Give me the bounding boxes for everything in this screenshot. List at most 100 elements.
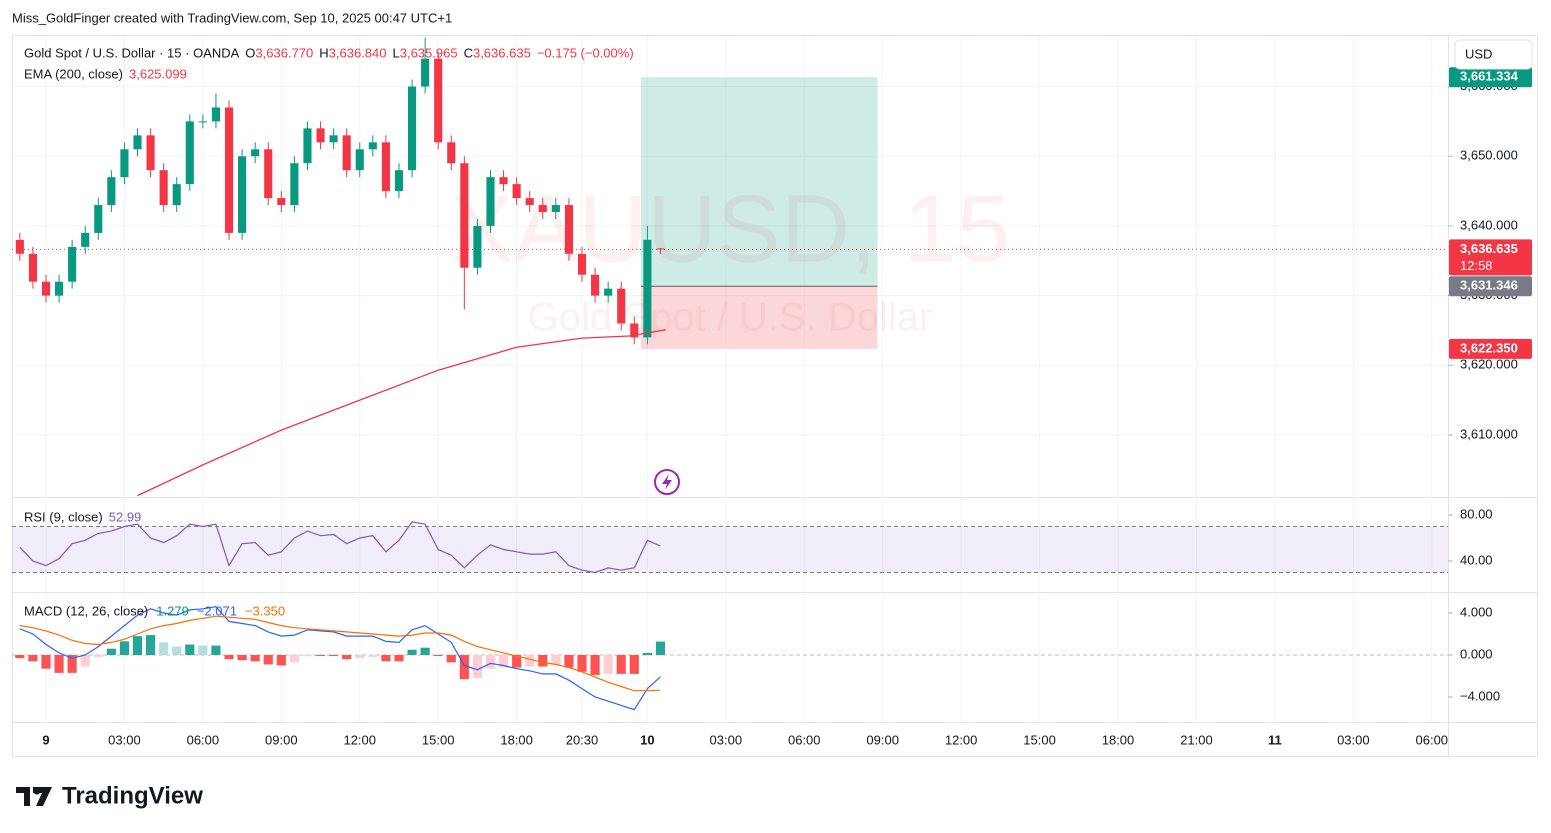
legend-o: 3,636.770 [255, 45, 313, 60]
candle-body [211, 107, 221, 122]
candle-body [643, 239, 652, 338]
candle-body [41, 281, 51, 296]
candle-body [656, 248, 665, 250]
candle-body [198, 121, 207, 123]
position-loss [640, 286, 878, 349]
legend-h: 3,636.840 [329, 45, 387, 60]
x-tick-label: 12:00 [945, 732, 978, 747]
histogram-bar [132, 636, 143, 656]
histogram-bar [93, 655, 103, 658]
candle-body [172, 184, 181, 206]
x-tick-label: 9 [42, 732, 49, 747]
legend-change: −0.175 (−0.00%) [537, 45, 634, 60]
watermark: XAUUSD, 15 [450, 175, 1010, 282]
histogram-bar [172, 646, 182, 656]
candle-body [407, 86, 417, 171]
candle-body [381, 142, 390, 192]
candle-body [577, 253, 587, 275]
histogram-bar [355, 655, 365, 659]
ema-line [137, 329, 666, 497]
histogram-bar [655, 641, 666, 656]
histogram-bar [538, 655, 548, 667]
histogram-bar [433, 655, 443, 657]
legend-c: 3,636.635 [473, 45, 531, 60]
histogram-bar [250, 655, 260, 662]
legend-name: MACD (12, 26, close) [24, 603, 148, 618]
candle-body [434, 58, 443, 143]
histogram-bar [15, 655, 25, 659]
candle-body [81, 232, 90, 247]
legend-c-label: C [464, 45, 473, 60]
x-tick-label: 03:00 [108, 732, 141, 747]
legend-l: 3,635.965 [400, 45, 458, 60]
candle-body [120, 149, 129, 178]
histogram-bar [28, 655, 38, 662]
candle-body [617, 288, 626, 324]
y-tick-label: 3,640.000 [1460, 217, 1518, 232]
brand: TradingView [62, 782, 203, 809]
histogram-bar [629, 655, 639, 674]
price-badge [1449, 67, 1532, 88]
logo-mark [16, 787, 52, 806]
histogram-bar [616, 655, 626, 674]
price-badge [1449, 338, 1532, 359]
currency: USD [1465, 46, 1492, 61]
histogram-bar [420, 647, 430, 656]
candle-body [538, 205, 547, 212]
candle-body [486, 177, 495, 226]
legend-o-label: O [245, 45, 255, 60]
position-profit [640, 77, 878, 287]
frame [12, 35, 1538, 757]
histogram-bar [106, 648, 116, 656]
histogram-bar [224, 655, 234, 660]
histogram-bar [446, 655, 456, 663]
histogram-bar [80, 655, 90, 667]
histogram-bar [54, 655, 64, 673]
histogram-bar [394, 655, 404, 662]
histogram-bar [289, 655, 299, 663]
legend-symbol: Gold Spot / U.S. Dollar · 15 · OANDA [24, 45, 240, 60]
candle-body [159, 170, 168, 206]
plot: 9 03:00 06:00 09:00 12:00 15:00 18:00 20:30 10 03… [12, 36, 1532, 747]
x-tick-label: 10 [640, 732, 654, 747]
candle-body [28, 253, 37, 282]
histogram-bar [368, 655, 378, 658]
y-tick-label: 4.000 [1460, 604, 1493, 619]
candle-body [394, 170, 404, 192]
y-tick-label: 3,650.000 [1460, 148, 1518, 163]
candle-body [15, 239, 24, 254]
histogram-bar [603, 655, 613, 674]
histogram-bar [119, 641, 130, 656]
candle-body [68, 246, 77, 282]
price-badge-label: 3,631.346 [1460, 278, 1518, 293]
candle-body [277, 198, 286, 206]
price-countdown: 12:58 [1460, 258, 1493, 273]
x-tick-label: 06:00 [1416, 732, 1449, 747]
legend-l-label: L [393, 45, 400, 60]
histogram-bar [472, 655, 482, 679]
candle-body [564, 205, 573, 254]
price-badge [1449, 239, 1532, 276]
legend-value: 52.99 [109, 509, 142, 524]
histogram-bar [302, 655, 313, 657]
rsi-band [12, 526, 1448, 573]
candle-body [185, 121, 194, 185]
x-tick-label: 06:00 [187, 732, 220, 747]
histogram-bar [211, 645, 221, 656]
histogram-bar [551, 655, 561, 665]
legend-value: −3.350 [245, 603, 285, 618]
logo-dot [33, 787, 41, 795]
x-tick-label: 15:00 [422, 732, 455, 747]
histogram-bar [512, 655, 522, 668]
candle-body [512, 184, 521, 199]
price-badge-label: 3,661.334 [1460, 69, 1519, 84]
indicator-line [19, 606, 661, 711]
indicator-line [19, 521, 661, 574]
currency-button[interactable] [1454, 39, 1533, 70]
histogram-bar [276, 655, 286, 666]
histogram-bar [159, 642, 169, 656]
y-tick-label: 3,620.000 [1460, 357, 1518, 372]
candle-body [264, 149, 273, 199]
